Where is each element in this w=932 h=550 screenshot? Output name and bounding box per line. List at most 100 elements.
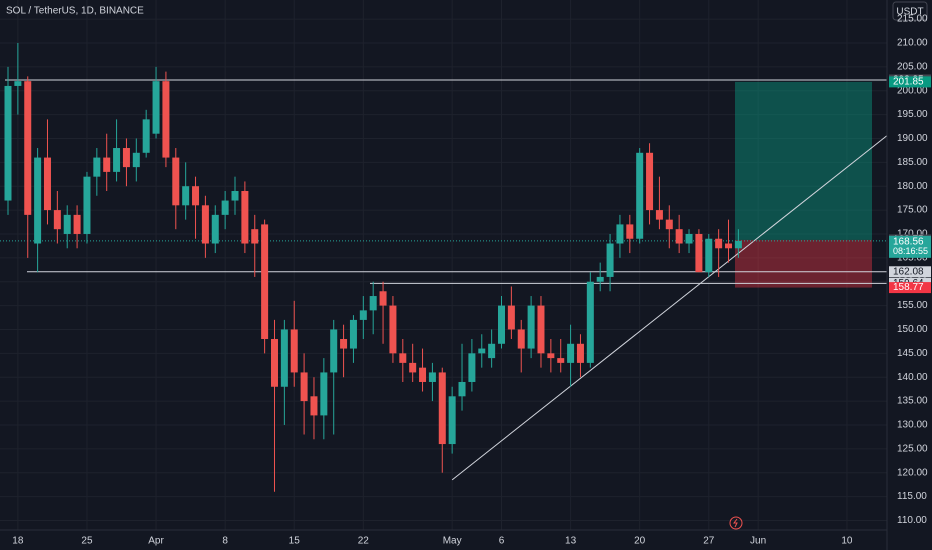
candle-body — [557, 358, 565, 363]
currency-button[interactable] — [892, 1, 928, 21]
candle-body — [152, 81, 160, 134]
candle-body — [340, 339, 348, 349]
candle-body — [379, 291, 387, 306]
candle-body — [93, 157, 101, 177]
candle-body — [606, 243, 614, 277]
candle-body — [251, 229, 259, 244]
candle-body — [646, 152, 654, 211]
candle-body — [162, 81, 170, 158]
y-tick-label: 180.00 — [897, 181, 928, 192]
candle-body — [231, 190, 239, 201]
y-tick-label: 150.00 — [897, 324, 928, 335]
candle-body — [280, 329, 288, 387]
candle-body — [103, 157, 111, 172]
candle-body — [399, 353, 407, 363]
y-tick-label: 170.00 — [897, 229, 928, 240]
candle-body — [270, 339, 278, 387]
symbol-title: SOL / TetherUS, 1D, BINANCE — [6, 6, 144, 17]
candle-body — [201, 205, 209, 244]
x-tick-label: 25 — [81, 536, 93, 547]
candle-body — [34, 157, 42, 244]
alert-icon[interactable] — [729, 516, 743, 530]
candle-body — [488, 343, 496, 359]
candle-body — [715, 238, 723, 249]
candle-body — [725, 243, 733, 249]
candle-body — [4, 85, 12, 201]
candle-body — [241, 190, 249, 244]
plot — [0, 42, 888, 492]
x-tick-label: 15 — [289, 536, 301, 547]
price-label-bg — [889, 76, 931, 88]
last-price-bg — [889, 235, 931, 258]
candle-body — [478, 348, 486, 354]
candle-body — [389, 305, 397, 354]
x-tick-label: Jun — [750, 536, 766, 547]
candle-body — [527, 305, 535, 349]
y-tick-label: 130.00 — [897, 420, 928, 431]
y-tick-label: 165.00 — [897, 252, 928, 263]
candle-body — [665, 219, 673, 230]
candle-body — [122, 148, 130, 168]
candle-body — [14, 81, 22, 86]
y-tick-label: 200.00 — [897, 85, 928, 96]
candle-body — [705, 238, 713, 273]
candle-body — [458, 381, 466, 397]
currency-label[interactable]: USDT — [896, 7, 923, 18]
candle-body — [369, 296, 377, 311]
candle-body — [359, 310, 367, 320]
x-tick-label: 13 — [565, 536, 577, 547]
price-label: 162.08 — [893, 266, 924, 277]
candle-body — [43, 157, 51, 211]
y-tick-label: 155.00 — [897, 300, 928, 311]
x-tick-label: 22 — [358, 536, 370, 547]
candle-body — [211, 214, 219, 244]
candle-body — [655, 210, 663, 220]
candle-body — [695, 233, 703, 273]
countdown: 08:16:55 — [893, 246, 928, 256]
candle-body — [596, 276, 604, 282]
y-tick-label: 175.00 — [897, 205, 928, 216]
candle-body — [310, 396, 318, 416]
candle-body — [300, 372, 308, 402]
candle-body — [142, 119, 150, 153]
candle-body — [685, 233, 693, 244]
price-label-bg — [889, 282, 931, 294]
candle-body — [507, 305, 515, 330]
candle-body — [448, 396, 456, 445]
candle-body — [349, 319, 357, 349]
grid — [0, 0, 887, 530]
candle-body — [576, 343, 584, 363]
candle-body — [113, 148, 121, 172]
trendline — [451, 135, 888, 481]
y-tick-label: 190.00 — [897, 133, 928, 144]
candle-body — [132, 152, 140, 168]
candle-body — [182, 186, 190, 206]
axis: 110.00 115.00 120.00 125.00 130.00 135.00 140.… — [12, 14, 931, 547]
x-tick-label: 6 — [499, 536, 505, 547]
x-tick-label: 8 — [222, 536, 228, 547]
candle-body — [567, 343, 575, 363]
candle-body — [53, 210, 61, 230]
candle-body — [517, 329, 525, 349]
candle-body — [636, 152, 644, 239]
candle-body — [626, 224, 634, 239]
candle-body — [537, 305, 545, 354]
candle-body — [221, 200, 229, 215]
price-label-bg — [889, 266, 931, 278]
y-tick-label: 145.00 — [897, 348, 928, 359]
x-tick-label: 18 — [12, 536, 24, 547]
candle-body — [63, 214, 71, 234]
candle-body — [547, 353, 555, 359]
y-tick-label: 205.00 — [897, 61, 928, 72]
y-tick-label: 110.00 — [897, 515, 927, 526]
candle-body — [261, 224, 269, 340]
last-price-label: 168.56 — [893, 236, 924, 247]
candle-body — [73, 214, 81, 234]
candle-body — [498, 305, 505, 344]
candle-body — [409, 362, 417, 373]
stop-zone — [735, 239, 872, 288]
x-tick-label: 20 — [634, 536, 646, 547]
candle-body — [192, 186, 200, 206]
price-label: 158.77 — [893, 282, 924, 293]
y-tick-label: 215.00 — [897, 14, 928, 25]
